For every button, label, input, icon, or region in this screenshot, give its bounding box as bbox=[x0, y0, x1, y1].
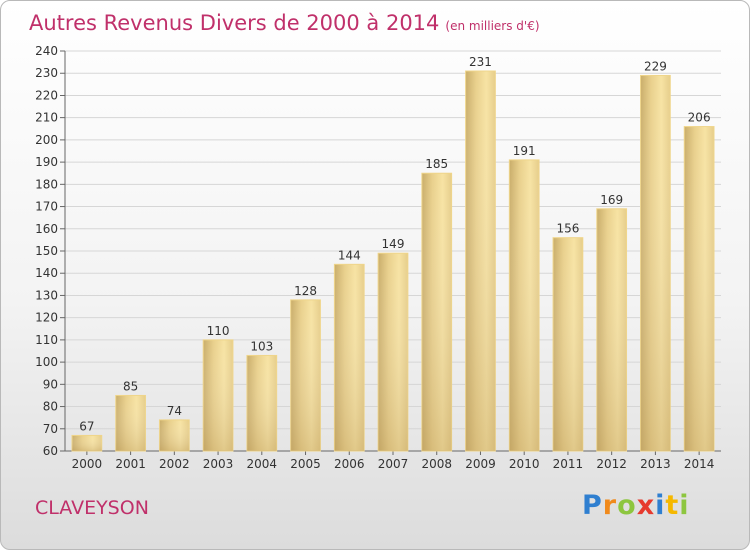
y-tick-label: 80 bbox=[43, 400, 58, 414]
y-tick-label: 170 bbox=[35, 200, 58, 214]
bar-shade bbox=[553, 237, 583, 451]
y-tick-label: 190 bbox=[35, 155, 58, 169]
y-tick-label: 120 bbox=[35, 311, 58, 325]
y-tick-label: 210 bbox=[35, 111, 58, 125]
x-tick-label: 2002 bbox=[159, 457, 190, 471]
y-tick-label: 100 bbox=[35, 355, 58, 369]
x-tick-label: 2000 bbox=[72, 457, 103, 471]
bar-value-label: 191 bbox=[513, 144, 536, 158]
bar-shade bbox=[684, 126, 715, 452]
x-tick-label: 2007 bbox=[378, 457, 409, 471]
x-tick-label: 2003 bbox=[203, 457, 234, 471]
bar-value-label: 229 bbox=[644, 59, 667, 73]
location-label: CLAVEYSON bbox=[35, 497, 149, 519]
bar-value-label: 185 bbox=[425, 157, 448, 171]
x-tick-label: 2001 bbox=[115, 457, 146, 471]
y-tick-label: 90 bbox=[43, 377, 58, 391]
bar-shade bbox=[640, 75, 671, 451]
logo-letter: i bbox=[679, 490, 690, 521]
y-tick-label: 110 bbox=[35, 333, 58, 347]
bar-shade bbox=[465, 71, 496, 451]
chart-title-text: Autres Revenus Divers de 2000 à 2014 bbox=[29, 11, 440, 35]
bar-shade bbox=[509, 159, 540, 451]
bar-shade bbox=[290, 299, 321, 451]
x-tick-label: 2011 bbox=[553, 457, 584, 471]
bar-shade bbox=[596, 208, 627, 451]
x-tick-label: 2014 bbox=[684, 457, 715, 471]
x-tick-label: 2004 bbox=[247, 457, 278, 471]
x-tick-label: 2008 bbox=[421, 457, 452, 471]
bar-value-label: 110 bbox=[207, 324, 230, 338]
bar-shade bbox=[203, 339, 233, 451]
bar-value-label: 169 bbox=[600, 193, 623, 207]
y-tick-label: 70 bbox=[43, 422, 58, 436]
y-tick-label: 140 bbox=[35, 266, 58, 280]
chart-title: Autres Revenus Divers de 2000 à 2014 (en … bbox=[29, 11, 540, 35]
bar-shade bbox=[159, 419, 190, 451]
bar-value-label: 74 bbox=[167, 404, 182, 418]
y-tick-label: 220 bbox=[35, 88, 58, 102]
bar-layer bbox=[71, 70, 715, 452]
logo-letter: r bbox=[602, 490, 618, 521]
bar-value-label: 206 bbox=[688, 111, 711, 125]
x-tick-label: 2005 bbox=[290, 457, 321, 471]
x-tick-label: 2012 bbox=[596, 457, 627, 471]
logo-letter: i bbox=[655, 490, 666, 521]
y-tick-label: 150 bbox=[35, 244, 58, 258]
bar-shade bbox=[246, 355, 277, 451]
bar-value-label: 128 bbox=[294, 284, 317, 298]
y-tick-label: 230 bbox=[35, 66, 58, 80]
unit-note: (en milliers d'€) bbox=[445, 19, 540, 33]
logo-letter: P bbox=[582, 490, 603, 521]
y-tick-label: 60 bbox=[43, 444, 58, 458]
logo-letter: o bbox=[617, 490, 637, 521]
bar-shade bbox=[334, 264, 365, 451]
x-tick-label: 2009 bbox=[465, 457, 496, 471]
bar-value-label: 149 bbox=[382, 237, 405, 251]
bar-shade bbox=[71, 435, 102, 451]
y-tick-label: 180 bbox=[35, 177, 58, 191]
logo-letter: t bbox=[665, 490, 680, 521]
x-tick-label: 2006 bbox=[334, 457, 365, 471]
bar-value-label: 156 bbox=[556, 222, 579, 236]
bar-shade bbox=[115, 395, 146, 451]
bar-value-label: 231 bbox=[469, 55, 492, 69]
proxiti-logo: Proxiti bbox=[582, 490, 690, 521]
label-layer: 60 70 80 90 100 110 120 130 140 150 160 170 180 190 20… bbox=[35, 44, 714, 471]
logo-letter: x bbox=[636, 490, 656, 521]
y-tick-label: 130 bbox=[35, 288, 58, 302]
y-tick-label: 240 bbox=[35, 44, 58, 58]
bar-shade bbox=[378, 253, 408, 451]
x-tick-label: 2010 bbox=[509, 457, 540, 471]
bar-value-label: 67 bbox=[79, 419, 94, 433]
y-tick-label: 200 bbox=[35, 133, 58, 147]
bar-value-label: 85 bbox=[123, 379, 138, 393]
bar-value-label: 144 bbox=[338, 248, 361, 262]
bar-shade bbox=[421, 173, 452, 451]
x-tick-label: 2013 bbox=[640, 457, 671, 471]
bar-value-label: 103 bbox=[250, 339, 273, 353]
y-tick-label: 160 bbox=[35, 222, 58, 236]
